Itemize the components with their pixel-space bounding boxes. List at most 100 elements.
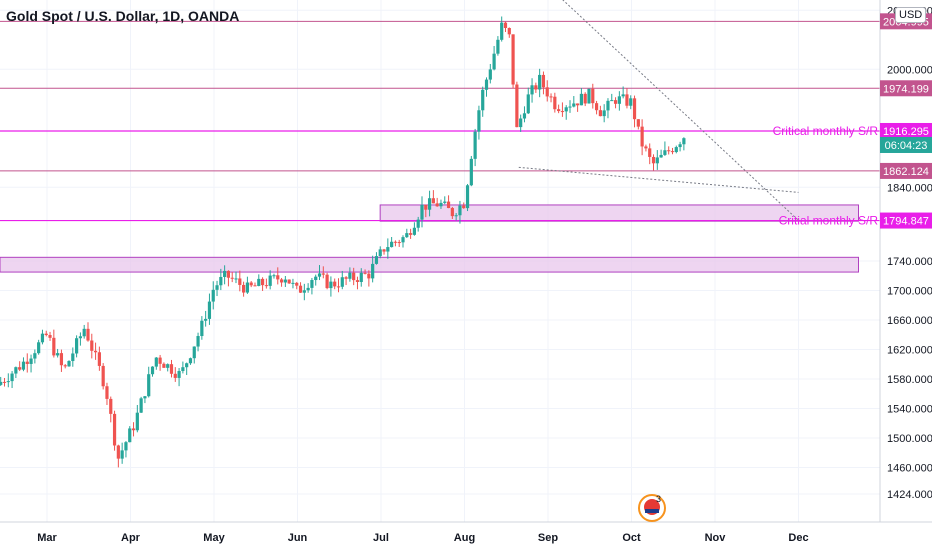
x-tick-label: Apr [121,532,141,544]
candle [572,103,576,107]
candle [564,107,568,112]
candle [295,282,299,286]
horizontal-levels[interactable] [0,20,880,222]
support-zone[interactable] [379,204,859,222]
candle [207,301,212,319]
candle [143,396,147,399]
y-tick-label: 1500.000 [887,433,932,445]
candle [336,286,341,288]
candle [606,100,610,111]
candle [242,284,246,293]
x-tick-label: Jul [373,532,389,544]
y-axis-ticks: 2160.0002080.0002000.0001840.0001740.000… [887,5,932,501]
trendlines[interactable] [518,0,799,221]
level-annotation[interactable]: Critical monthly S/R [773,124,879,138]
candle [200,320,204,337]
price-label-box [880,212,932,229]
candle [598,110,602,117]
tradingview-logo[interactable]: 3 [638,494,666,522]
candle [644,146,648,149]
candle [355,280,360,282]
y-tick-label: 1840.000 [887,182,932,194]
candle [185,363,189,368]
trendline[interactable] [518,166,799,193]
candle [249,282,253,286]
candle [196,336,200,347]
candle [378,249,382,257]
candle [640,126,644,147]
candle [469,158,473,186]
candle [583,93,587,104]
candle [333,281,337,287]
price-label-box [880,80,932,97]
candle [264,285,268,287]
candle [112,413,117,446]
candle [173,373,177,378]
candle [181,367,185,372]
x-tick-label: Sep [538,532,558,544]
candle [0,381,3,385]
candle [48,335,52,338]
candle [56,353,60,356]
candle [211,289,215,302]
candle [192,346,196,359]
candle [6,381,10,383]
candle [287,279,291,284]
candle [204,318,208,321]
candle [78,336,82,339]
support-zone[interactable] [0,256,859,273]
candle [314,276,318,281]
candle [568,106,572,108]
price-label: 1862.124 [883,166,929,178]
candle [446,201,451,209]
y-tick-label: 1620.000 [887,345,932,357]
candle [632,98,637,120]
candle [648,148,652,157]
candle [128,428,132,443]
candle [427,198,432,210]
candle [405,233,409,238]
candle [21,361,26,370]
candle [158,357,162,364]
candle [169,364,174,374]
candle [226,270,231,278]
candle [29,358,33,364]
candle [587,88,591,104]
candle [52,337,56,356]
candle [291,282,295,284]
y-tick-label: 1660.000 [887,315,932,327]
x-tick-label: May [203,532,225,544]
candle [682,138,686,145]
candle [230,277,234,279]
currency-button[interactable]: USD [895,7,927,23]
support-zones[interactable] [0,204,859,273]
candle [124,442,128,451]
candle [530,85,534,95]
candle [538,74,542,90]
candle [260,278,265,286]
candle [636,119,640,127]
candle [325,274,329,289]
candle [553,96,557,110]
y-tick-label: 1740.000 [887,256,932,268]
x-tick-label: Jun [288,532,308,544]
candle [667,150,671,152]
candle [348,272,352,279]
y-tick-label: 1460.000 [887,463,932,475]
candle [75,338,79,354]
candle [166,364,170,368]
candle [507,28,511,35]
candle [97,352,101,366]
candle [659,154,663,158]
candle [481,89,485,111]
candle [674,147,678,153]
candle [310,280,314,288]
candle [71,353,75,362]
candle [367,273,371,279]
candle [44,333,48,336]
level-annotation[interactable]: Critial monthly S/R [779,214,879,228]
candle [443,201,447,203]
